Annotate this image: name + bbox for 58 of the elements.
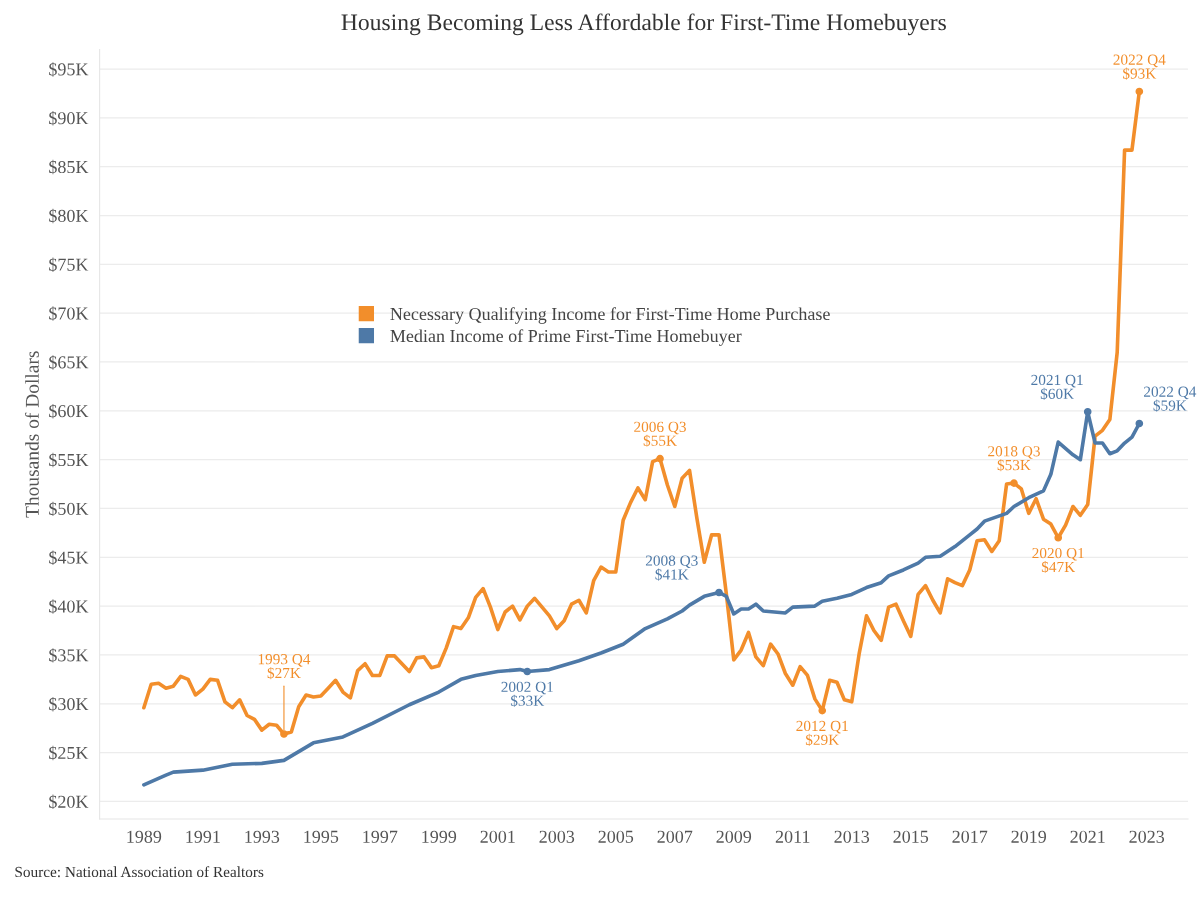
annotation: 2022 Q4 $93K <box>1113 54 1166 80</box>
annotation: 1993 Q4 $27K <box>258 654 311 680</box>
x-tick-label: 2023 <box>1129 830 1165 843</box>
x-tick-label: 2005 <box>598 830 634 843</box>
x-tick-label: 2015 <box>893 830 929 843</box>
annotation: 2012 Q1 $29K <box>796 720 848 746</box>
y-tick-label: $75K <box>49 257 89 272</box>
annotation: 2020 Q1 $47K <box>1032 547 1084 574</box>
point <box>656 454 664 463</box>
point <box>1135 419 1144 428</box>
y-tick-label: $30K <box>49 696 89 712</box>
point <box>715 588 723 597</box>
annotation: 2002 Q1 $33K <box>501 681 553 707</box>
x-tick-label: 1993 <box>245 830 280 843</box>
y-tick-label: $85K <box>49 159 89 175</box>
y-tick-label: $20K <box>49 794 89 810</box>
legend-label: Median Income of Prime First-Time Homebuyer <box>390 329 742 346</box>
x-tick-label: 2011 <box>775 830 810 843</box>
annotation: 2021 Q1 $60K <box>1031 374 1083 400</box>
y-tick-label: $80K <box>49 208 89 224</box>
x-tick-label: 1989 <box>127 830 162 843</box>
x-tick-label: 1991 <box>186 830 220 843</box>
y-tick-label: $65K <box>49 355 89 370</box>
y-tick-label: $35K <box>49 648 89 663</box>
y-tick-label: $50K <box>49 501 89 517</box>
x-tick-label: 2003 <box>539 830 575 843</box>
y-tick-label: $95K <box>49 62 89 77</box>
y-tick-label: $45K <box>49 550 89 565</box>
y-tick-label: $60K <box>49 404 89 419</box>
annotation: 2006 Q3 $55K <box>634 421 686 447</box>
legend-label: Necessary Qualifying Income for First-Time Home Purchase <box>390 307 830 324</box>
x-tick-label: 2001 <box>480 830 515 843</box>
point <box>1010 479 1018 487</box>
chart-title: Housing Becoming Less Affordable for First-Time Homebuyers <box>341 13 946 36</box>
x-tick-label: 2019 <box>1011 830 1047 843</box>
x-tick-label: 2021 <box>1070 830 1105 843</box>
x-tick-label: 1999 <box>422 830 457 843</box>
x-tick-label: 2009 <box>716 830 752 843</box>
point <box>280 730 288 738</box>
point <box>1135 87 1144 96</box>
annotation: 2022 Q4 $59K <box>1144 386 1197 412</box>
point <box>1083 407 1092 416</box>
x-tick-label: 2013 <box>834 830 870 843</box>
point <box>523 667 532 676</box>
point <box>818 706 827 715</box>
y-tick-label: $70K <box>49 306 89 321</box>
annotation: 2008 Q3 $41K <box>645 555 698 581</box>
y-axis-title: Thousands of Dollars <box>24 351 39 518</box>
y-tick-label: $40K <box>49 599 89 614</box>
annotation: 2018 Q3 $53K <box>988 446 1040 472</box>
source-note: Source: National Association of Realtors <box>15 866 264 878</box>
x-tick-label: 1997 <box>363 830 398 843</box>
x-tick-label: 2007 <box>657 830 693 843</box>
x-tick-label: 1995 <box>304 830 339 843</box>
y-tick-label: $90K <box>49 111 89 126</box>
y-tick-label: $25K <box>49 745 89 761</box>
y-tick-label: $55K <box>49 452 89 468</box>
x-tick-label: 2017 <box>952 830 988 843</box>
